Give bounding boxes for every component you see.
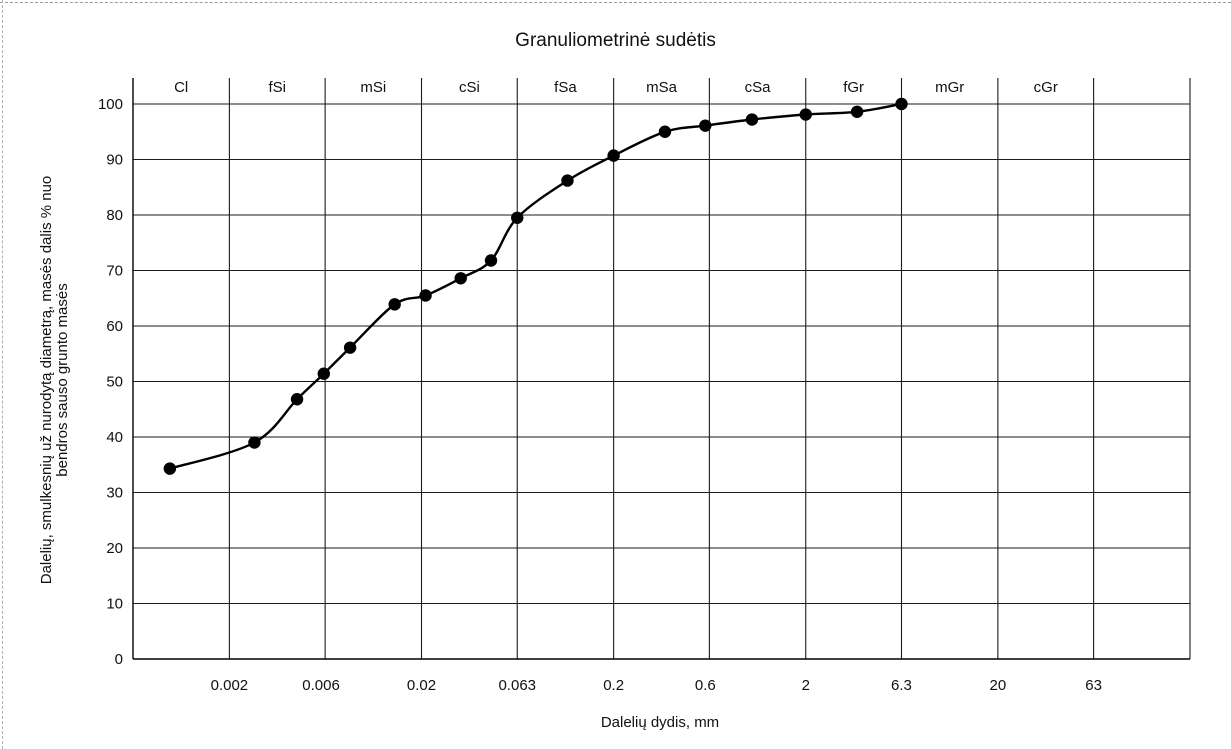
data-point-2 bbox=[290, 393, 304, 406]
fraction-label-mGr: mGr bbox=[935, 79, 964, 96]
x-tick-label-4: 0.2 bbox=[603, 677, 624, 694]
y-tick-label-80: 80 bbox=[106, 207, 123, 224]
y-tick-label-50: 50 bbox=[106, 374, 123, 391]
y-tick-label-40: 40 bbox=[106, 429, 123, 446]
y-tick-label-10: 10 bbox=[106, 596, 123, 613]
data-point-4 bbox=[343, 341, 357, 354]
x-axis-label: Dalelių dydis, mm bbox=[600, 714, 720, 731]
fraction-label-cGr: cGr bbox=[1034, 79, 1058, 96]
fraction-label-mSi: mSi bbox=[360, 79, 386, 96]
data-point-10 bbox=[561, 174, 574, 187]
data-point-15 bbox=[799, 108, 812, 121]
x-tick-label-2: 0.02 bbox=[407, 677, 436, 694]
data-point-14 bbox=[745, 113, 759, 126]
fraction-label-cSi: cSi bbox=[459, 79, 480, 96]
data-point-6 bbox=[419, 289, 432, 302]
chart-title: Granuliometrinė sudėtis bbox=[515, 30, 716, 51]
series-line-0 bbox=[169, 102, 902, 470]
x-tick-label-8: 20 bbox=[990, 677, 1007, 694]
y-tick-label-0: 0 bbox=[115, 651, 123, 668]
x-tick-label-5: 0.6 bbox=[695, 677, 716, 694]
data-point-12 bbox=[658, 125, 672, 138]
fraction-label-fGr: fGr bbox=[843, 79, 864, 96]
x-tick-label-6: 2 bbox=[802, 677, 810, 694]
scan-border-top bbox=[0, 2, 1231, 3]
y-tick-label-70: 70 bbox=[106, 263, 123, 280]
data-point-13 bbox=[699, 119, 712, 132]
fraction-label-fSi: fSi bbox=[268, 79, 286, 96]
y-tick-label-60: 60 bbox=[106, 318, 123, 335]
fraction-label-Cl: Cl bbox=[174, 79, 188, 96]
data-point-11 bbox=[607, 149, 620, 162]
fraction-label-fSa: fSa bbox=[554, 79, 577, 96]
fraction-label-cSa: cSa bbox=[745, 79, 772, 96]
data-point-8 bbox=[484, 254, 498, 267]
y-tick-label-90: 90 bbox=[106, 152, 123, 169]
data-point-5 bbox=[388, 298, 401, 311]
data-point-3 bbox=[317, 367, 330, 380]
x-tick-label-3: 0.063 bbox=[498, 677, 536, 694]
x-tick-label-7: 6.3 bbox=[891, 677, 912, 694]
y-tick-label-20: 20 bbox=[106, 540, 123, 557]
y-tick-label-30: 30 bbox=[106, 485, 123, 502]
data-point-9 bbox=[511, 211, 524, 224]
data-point-16 bbox=[850, 105, 864, 118]
x-tick-label-9: 63 bbox=[1085, 677, 1102, 694]
data-point-0 bbox=[163, 462, 177, 475]
data-point-1 bbox=[248, 436, 261, 449]
data-point-7 bbox=[454, 272, 467, 285]
data-point-17 bbox=[895, 97, 908, 111]
scan-border-left bbox=[2, 0, 3, 749]
x-tick-label-0: 0.002 bbox=[211, 677, 249, 694]
fraction-label-mSa: mSa bbox=[646, 79, 678, 96]
y-tick-label-100: 100 bbox=[98, 96, 123, 113]
x-tick-label-1: 0.006 bbox=[302, 677, 340, 694]
